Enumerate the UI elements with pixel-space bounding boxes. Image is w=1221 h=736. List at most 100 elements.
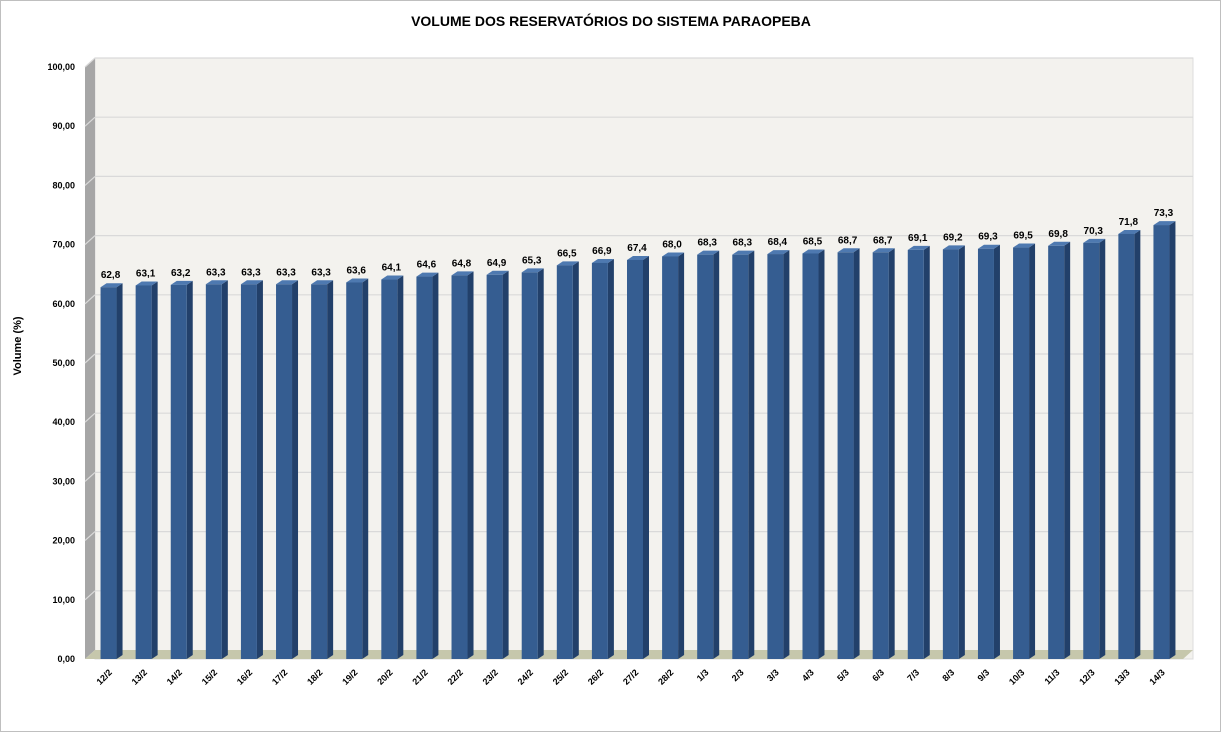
data-label: 69,3 [978, 232, 998, 243]
x-tick-label: 12/3 [1077, 667, 1096, 686]
bar-top [451, 271, 474, 276]
bar-top [135, 281, 158, 286]
bar [1013, 247, 1030, 659]
y-tick-label: 30,00 [52, 476, 75, 486]
data-label: 63,6 [346, 265, 366, 276]
data-label: 73,3 [1154, 208, 1174, 219]
gridline-side [84, 235, 96, 246]
y-tick-label: 70,00 [52, 240, 75, 250]
data-label: 69,2 [943, 232, 963, 243]
data-label: 71,8 [1119, 217, 1139, 228]
bar [276, 284, 293, 659]
y-tick-label: 100,00 [47, 62, 75, 72]
bar-top [170, 280, 193, 285]
bar-top [205, 280, 228, 285]
y-tick-label: 90,00 [52, 121, 75, 131]
bar [627, 259, 643, 659]
x-tick-label: 10/3 [1007, 667, 1026, 686]
chart-title: VOLUME DOS RESERVATÓRIOS DO SISTEMA PARA… [411, 12, 811, 29]
bar-top [100, 283, 123, 288]
data-label: 67,4 [627, 243, 647, 254]
bar [240, 284, 257, 659]
x-tick-label: 14/2 [165, 667, 184, 686]
x-tick-label: 21/2 [410, 667, 429, 686]
bar-side [1099, 238, 1106, 659]
bar [1118, 233, 1135, 659]
bar-top [381, 275, 404, 280]
x-tick-label: 14/3 [1147, 667, 1166, 686]
bar [451, 275, 468, 659]
data-label: 64,6 [417, 260, 437, 271]
bar-side [783, 250, 790, 659]
bar [907, 249, 924, 660]
data-label: 69,1 [908, 233, 928, 244]
bar [556, 265, 573, 659]
bar-side [993, 244, 1000, 659]
x-tick-label: 7/3 [905, 667, 921, 683]
bar-top [627, 255, 649, 260]
x-tick-label: 1/3 [695, 667, 711, 683]
x-tick-label: 22/2 [445, 667, 464, 686]
bar-top [240, 280, 263, 285]
bar-side [432, 272, 439, 659]
data-label: 68,3 [697, 238, 717, 249]
x-tick-label: 13/3 [1112, 667, 1131, 686]
bar-top [416, 272, 439, 277]
x-tick-label: 27/2 [621, 667, 640, 686]
data-label: 68,7 [838, 235, 858, 246]
x-tick-label: 5/3 [835, 667, 851, 683]
bar-side [1064, 241, 1071, 659]
data-label: 68,0 [662, 239, 682, 250]
bar [1153, 225, 1170, 659]
bar-side [116, 283, 123, 659]
gridline-side [84, 471, 96, 482]
gridline-side [84, 531, 96, 542]
data-label: 63,3 [276, 267, 296, 278]
bar-side [713, 250, 720, 659]
bar [1048, 245, 1065, 659]
y-tick-label: 0,00 [57, 654, 75, 664]
bar-side [502, 270, 509, 659]
x-tick-label: 16/2 [235, 667, 254, 686]
data-label: 64,9 [487, 258, 507, 269]
bar-side [572, 261, 579, 659]
bar-side [186, 280, 193, 659]
bar [662, 256, 679, 659]
x-tick-label: 25/2 [551, 667, 570, 686]
bar-side [958, 245, 965, 659]
x-tick-label: 12/2 [94, 667, 113, 686]
data-label: 66,5 [557, 248, 577, 259]
bar [381, 279, 398, 659]
gridline-side [84, 57, 96, 68]
data-label: 63,3 [241, 267, 261, 278]
bar-top [1153, 221, 1176, 226]
bar [135, 285, 152, 659]
x-tick-label: 8/3 [940, 667, 956, 683]
y-tick-label: 10,00 [52, 595, 75, 605]
bar-side [678, 252, 685, 659]
data-label: 68,3 [733, 238, 753, 249]
bar [732, 254, 749, 659]
bar-top [872, 248, 895, 253]
bar-side [853, 248, 860, 659]
bar [837, 252, 854, 659]
bar-top [767, 250, 790, 255]
gridline-side [84, 116, 96, 127]
x-tick-label: 4/3 [800, 667, 816, 683]
bar [591, 262, 608, 659]
bar [521, 272, 538, 659]
bar-side [643, 255, 649, 659]
y-axis-label: Volume (%) [12, 316, 24, 375]
gridline-side [84, 294, 96, 305]
x-tick-label: 19/2 [340, 667, 359, 686]
bar [767, 254, 784, 659]
bar-top [942, 245, 965, 250]
x-tick-label: 24/2 [516, 667, 535, 686]
bar [205, 284, 222, 659]
bar-top [802, 249, 825, 254]
data-label: 64,1 [382, 263, 402, 274]
y-tick-label: 60,00 [52, 299, 75, 309]
bar-side [256, 280, 263, 659]
bar-side [888, 248, 895, 659]
